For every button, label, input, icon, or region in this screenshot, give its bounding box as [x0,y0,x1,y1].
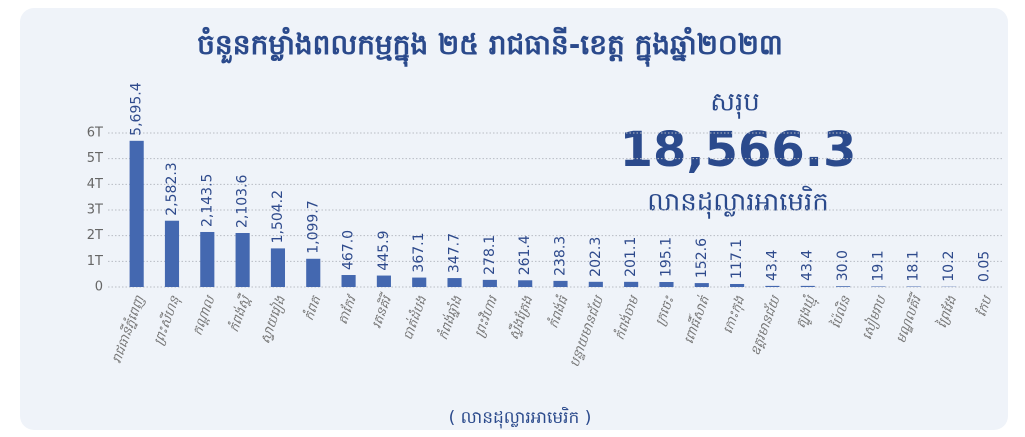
value-label: 43.4 [764,250,780,281]
bar [164,220,180,287]
value-label: 347.7 [447,233,463,273]
value-label: 195.1 [658,237,674,277]
y-tick-label: 1T [87,254,103,269]
y-tick-label: 4T [87,177,103,192]
bar [835,286,851,287]
bar [200,231,215,287]
bar [129,140,144,287]
bar [553,280,568,287]
panel [20,8,1008,430]
value-label: 43.4 [800,250,816,281]
value-label: 261.4 [517,235,533,275]
value-label: 18.1 [906,250,922,281]
value-label: 467.0 [341,230,357,270]
bar [447,278,462,287]
bar [235,233,250,287]
bar [412,277,427,287]
bar [800,285,815,287]
value-label: 10.2 [941,251,957,282]
bar [765,285,780,287]
value-label: 201.1 [623,237,639,277]
value-label: 30.0 [835,250,851,281]
bar [518,280,533,287]
y-tick-label: 0 [95,280,103,295]
total-label: សរុប [710,88,760,120]
y-tick-label: 3T [87,203,103,218]
bar [624,281,639,287]
value-label: 238.3 [553,236,569,276]
value-label: 202.3 [588,237,604,277]
bar [306,258,321,287]
bar [659,281,674,287]
value-label: 1,504.2 [270,190,286,243]
total-value: 18,566.3 [620,122,857,178]
value-label: 367.1 [411,232,427,272]
bar [376,275,391,287]
value-label: 2,103.6 [235,174,251,228]
value-label: 1,099.7 [305,200,321,253]
value-label: 0.05 [976,251,992,282]
bar [270,248,286,287]
y-tick-label: 5T [87,151,103,166]
value-label: 278.1 [482,235,498,275]
value-label: 152.6 [694,238,710,278]
bar [694,283,709,287]
value-label: 117.1 [729,239,745,279]
value-label: 19.1 [870,250,886,281]
bar [730,283,745,287]
value-label: 2,143.5 [199,174,215,227]
value-label: 5,695.4 [129,82,145,136]
chart-title: ចំនួនកម្លាំងពលកម្មក្នុង ២៥ រាជធានី-ខេត្ត… [197,26,783,67]
y-tick-label: 2T [87,228,103,243]
value-label: 445.9 [376,230,392,270]
total-unit: លានដុល្លារអាមេរិក [647,186,829,220]
bar [341,275,356,287]
y-tick-label: 6T [87,126,103,141]
x-axis-label: ( លានដុល្លារអាមេរិក ) [449,406,592,429]
value-label: 2,582.3 [164,162,180,215]
bar [588,281,603,287]
bar [482,279,497,287]
